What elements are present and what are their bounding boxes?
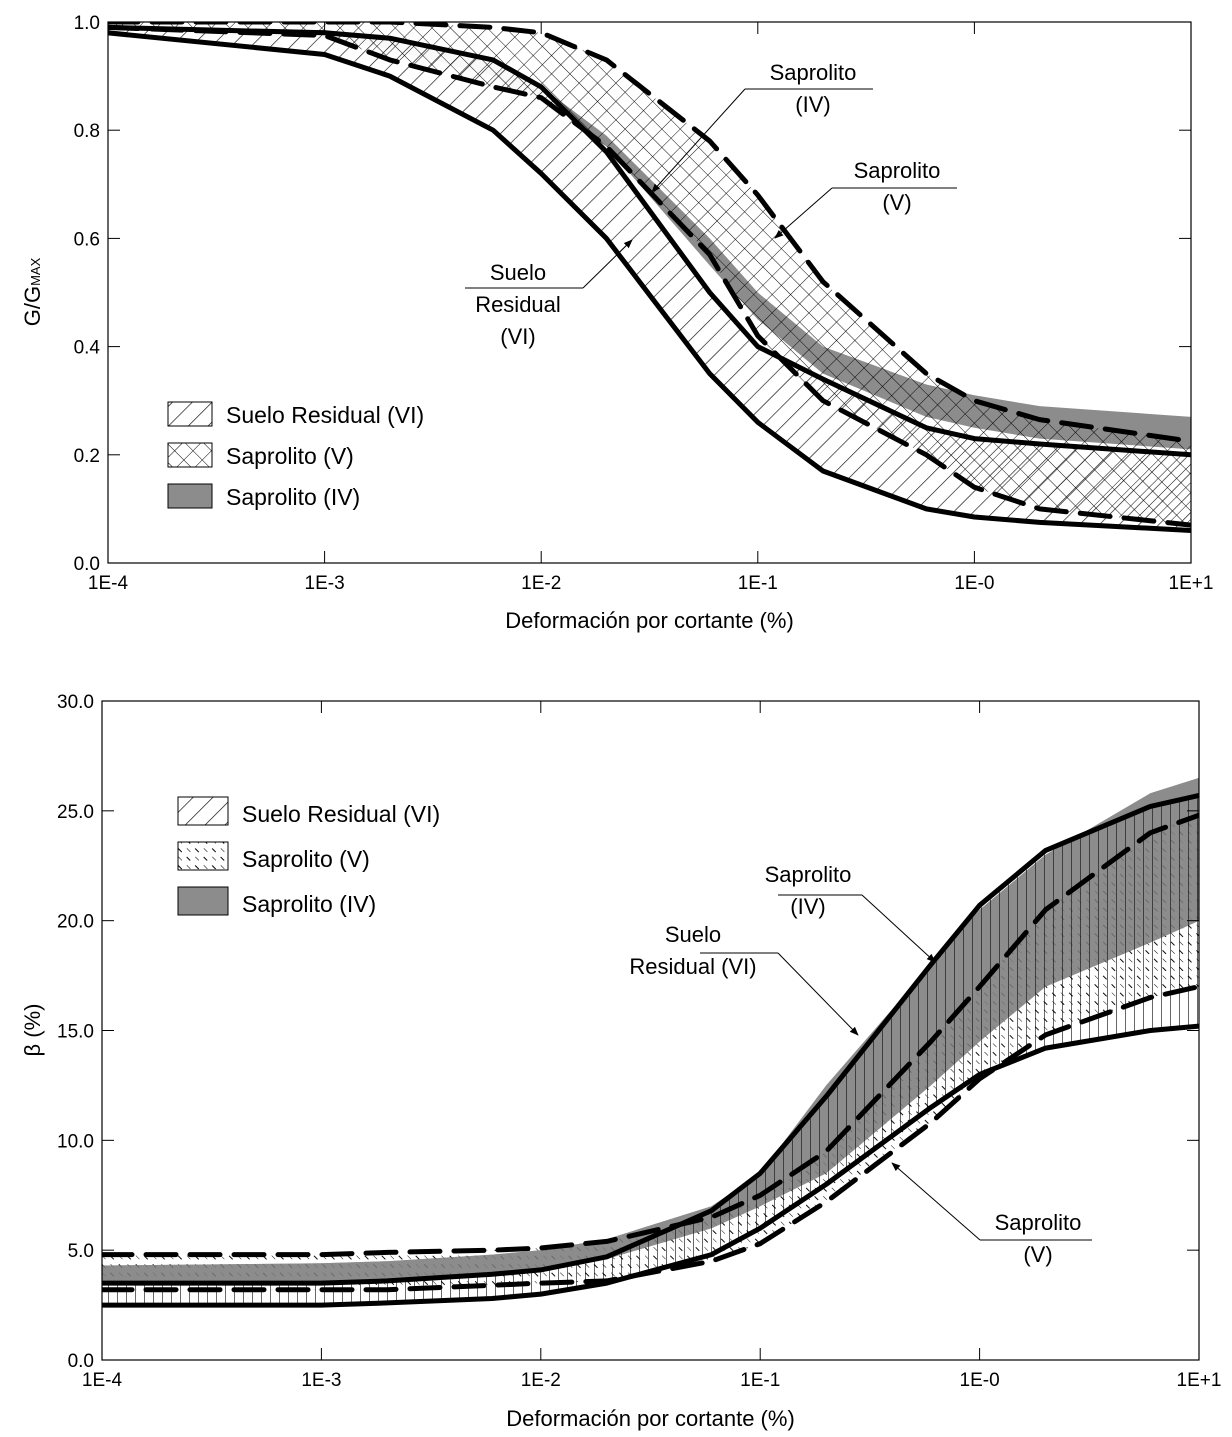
annotation-line: (V) (882, 190, 911, 215)
legend: Suelo Residual (VI) Saprolito (V) Saprolit… (177, 796, 440, 917)
legend-label-1: Saprolito (V) (226, 443, 354, 469)
x-tick-label: 1E-3 (301, 1370, 341, 1391)
legend-label-2: Saprolito (IV) (226, 484, 360, 510)
annotation-line: (IV) (790, 894, 825, 919)
y-tick-label: 0.8 (74, 121, 100, 142)
y-tick-label: 25.0 (57, 802, 94, 823)
band-saprolito_v (108, 22, 1191, 526)
annotation-arrow (777, 952, 859, 1036)
annotation-saprolito_v: Saprolito (V) (891, 1162, 1092, 1267)
legend-label-0: Suelo Residual (VI) (242, 801, 440, 827)
y-tick-label: 1.0 (74, 13, 100, 34)
curve-saprolito_v-lower (102, 984, 1199, 1293)
annotation-arrow (651, 88, 746, 193)
y-tick-label: 20.0 (57, 912, 94, 933)
annotation-suelo_residual: Suelo Residual (VI) (465, 239, 633, 349)
y-axis-label: G/GMAX (20, 257, 45, 326)
annotation-line: (IV) (795, 92, 830, 117)
annotation-line: Saprolito (765, 862, 852, 887)
legend-swatch-1 (177, 841, 229, 871)
x-tick-label: 1E-2 (521, 1370, 561, 1391)
annotation-line: Suelo (490, 260, 546, 285)
annotation-line: Saprolito (854, 158, 941, 183)
x-tick-label: 1E-0 (960, 1370, 1000, 1391)
annotation-saprolito_iv: Saprolito (IV) (765, 862, 936, 963)
y-tick-label: 30.0 (57, 692, 94, 713)
x-tick-label: 1E-3 (305, 573, 345, 594)
damping-chart: 1E-4 1E-3 1E-2 1E-1 1E-0 1E+1 0.0 5.0 10.0 15.0 20… (20, 692, 1221, 1431)
y-axis-label: β (%) (20, 1004, 45, 1057)
curve-saprolito_v-upper (102, 812, 1199, 1258)
y-tick-label: 0.0 (68, 1351, 94, 1372)
annotation-suelo_residual: Suelo Residual (VI) (629, 922, 859, 1036)
legend-swatch-2 (167, 483, 213, 509)
y-tick-label: 0.4 (74, 338, 101, 359)
annotation-arrow (582, 239, 633, 289)
annotation-arrow (774, 187, 833, 239)
annotation-line: Residual (VI) (629, 954, 756, 979)
y-axis-label-sub: MAX (28, 257, 43, 286)
annotation-arrow (891, 1162, 981, 1241)
x-tick-label: 1E+1 (1177, 1370, 1222, 1391)
x-axis-label: Deformación por cortante (%) (506, 1406, 795, 1431)
legend-label-0: Suelo Residual (VI) (226, 402, 424, 428)
annotation-arrow (861, 894, 936, 963)
y-tick-label: 5.0 (68, 1241, 94, 1262)
legend-swatch-0 (177, 796, 229, 826)
band-suelo_residual (108, 27, 1191, 531)
annotation-line: Saprolito (995, 1210, 1082, 1235)
x-tick-label: 1E-1 (738, 573, 778, 594)
x-tick-label: 1E+1 (1169, 573, 1214, 594)
curve-suelo_residual-lower (108, 30, 1191, 533)
curve-suelo_residual-lower (102, 1023, 1199, 1308)
x-tick-label: 1E-4 (82, 1370, 123, 1391)
annotation-line: Saprolito (770, 60, 857, 85)
curve-saprolito_v-lower (108, 24, 1191, 528)
bands (102, 777, 1199, 1308)
y-axis-label-main: β (%) (20, 1004, 45, 1057)
y-tick-label: 0.0 (74, 554, 100, 575)
annotation-saprolito_v: Saprolito (V) (774, 158, 957, 239)
annotation-saprolito_iv: Saprolito (IV) (651, 60, 873, 193)
y-tick-label: 15.0 (57, 1022, 94, 1043)
legend-swatch-2 (177, 886, 229, 916)
annotation-line: (VI) (500, 324, 535, 349)
y-axis-label-main: G/G (20, 286, 45, 326)
y-tick-label: 0.2 (74, 446, 100, 467)
legend: Suelo Residual (VI) Saprolito (V) Saprolit… (167, 401, 424, 510)
curve-suelo_residual-upper (108, 24, 1191, 458)
annotation-line: Suelo (665, 922, 721, 947)
legend-swatch-0 (167, 401, 213, 427)
annotation-line: (V) (1023, 1242, 1052, 1267)
x-tick-label: 1E-0 (954, 573, 994, 594)
bands (108, 22, 1191, 533)
y-tick-label: 0.6 (74, 229, 100, 250)
annotation-line: Residual (475, 292, 561, 317)
x-tick-label: 1E-4 (88, 573, 129, 594)
band-suelo-residual-hatch (102, 795, 1199, 1306)
y-tick-label: 10.0 (57, 1131, 94, 1152)
legend-label-2: Saprolito (IV) (242, 891, 376, 917)
legend-label-1: Saprolito (V) (242, 846, 370, 872)
modulus-chart: 1E-4 1E-3 1E-2 1E-1 1E-0 1E+1 0.0 0.2 0.4 0.6 0.8 1… (20, 13, 1213, 633)
x-axis-label: Deformación por cortante (%) (505, 608, 794, 633)
x-tick-label: 1E-2 (521, 573, 561, 594)
curve-suelo_residual-upper (102, 793, 1199, 1286)
plot-frame (107, 21, 1192, 564)
legend-swatch-1 (167, 442, 213, 468)
curve-saprolito_v-upper (108, 22, 1191, 444)
x-tick-label: 1E-1 (740, 1370, 780, 1391)
